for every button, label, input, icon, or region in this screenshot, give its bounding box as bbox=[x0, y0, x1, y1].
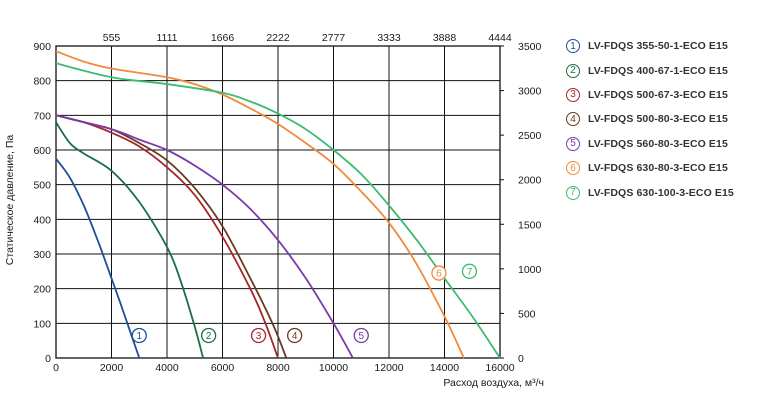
y-tick-label: 800 bbox=[33, 76, 51, 88]
legend-item: 1 LV-FDQS 355-50-1-ECO E15 bbox=[566, 34, 734, 58]
legend-item: 5 LV-FDQS 560-80-3-ECO E15 bbox=[566, 132, 734, 156]
curve-marker-circle bbox=[431, 265, 447, 281]
curve-marker-circle bbox=[131, 327, 147, 344]
tick-labels: 0 2000 4000 6000 8000 10000 12000 14000 16000010… bbox=[33, 32, 541, 374]
right-tick-label: 1500 bbox=[518, 219, 542, 231]
x-tick-label: 4000 bbox=[155, 362, 179, 374]
x-axis-label: Расход воздуха, м³/ч bbox=[443, 377, 544, 389]
top-tick-label: 4444 bbox=[488, 32, 512, 44]
x-tick-label: 0 bbox=[53, 362, 59, 374]
curve-marker-circle bbox=[461, 263, 478, 279]
legend-item: 4 LV-FDQS 500-80-3-ECO E15 bbox=[566, 107, 734, 131]
curve-marker-circle bbox=[353, 327, 369, 344]
y-tick-label: 100 bbox=[33, 318, 51, 330]
series-line-6 bbox=[55, 50, 465, 359]
right-tick-label: 3500 bbox=[518, 41, 542, 53]
legend-marker: 2 bbox=[566, 63, 580, 78]
top-tick-label: 555 bbox=[103, 32, 121, 44]
y-tick-label: 500 bbox=[33, 180, 51, 192]
legend-label: LV-FDQS 500-80-3-ECO E15 bbox=[588, 113, 728, 126]
legend-label: LV-FDQS 560-80-3-ECO E15 bbox=[588, 137, 728, 150]
x-tick-label: 14000 bbox=[430, 362, 459, 374]
legend-item: 3 LV-FDQS 500-67-3-ECO E15 bbox=[566, 83, 734, 107]
x-tick-label: 6000 bbox=[211, 362, 235, 374]
legend-marker: 6 bbox=[566, 161, 580, 176]
y-tick-label: 0 bbox=[45, 353, 51, 365]
right-tick-label: 0 bbox=[518, 353, 524, 365]
right-tick-label: 2500 bbox=[518, 130, 542, 142]
right-tick-label: 1000 bbox=[518, 264, 542, 276]
legend-marker: 7 bbox=[566, 185, 580, 200]
curve-marker-label: 5 bbox=[358, 331, 364, 342]
y-tick-label: 200 bbox=[33, 284, 51, 296]
legend-label: LV-FDQS 500-67-3-ECO E15 bbox=[588, 88, 728, 101]
x-tick-label: 10000 bbox=[319, 362, 348, 374]
right-tick-label: 500 bbox=[518, 308, 536, 320]
curves bbox=[55, 50, 501, 359]
legend: 1 LV-FDQS 355-50-1-ECO E15 2 LV-FDQS 400-67… bbox=[566, 34, 734, 205]
curve-markers: 1 2 3 4 5 6 7 bbox=[131, 263, 478, 344]
curve-marker-label: 1 bbox=[136, 331, 142, 342]
curve-marker-label: 6 bbox=[436, 269, 442, 280]
y-axis-label: Статическое давление, Па bbox=[4, 135, 16, 266]
x-tick-label: 16000 bbox=[485, 362, 514, 374]
legend-marker: 3 bbox=[566, 87, 580, 102]
series-line-5 bbox=[55, 114, 354, 359]
top-tick-label: 2777 bbox=[322, 32, 346, 44]
curve-marker-label: 3 bbox=[256, 331, 262, 342]
y-tick-label: 900 bbox=[33, 41, 51, 53]
x-tick-label: 8000 bbox=[266, 362, 290, 374]
top-tick-label: 2222 bbox=[266, 32, 290, 44]
series-line-2 bbox=[55, 121, 204, 359]
curve-marker-circle bbox=[286, 327, 303, 344]
series-line-3 bbox=[55, 114, 279, 359]
legend-label: LV-FDQS 630-100-3-ECO E15 bbox=[588, 186, 734, 199]
y-tick-label: 400 bbox=[33, 214, 51, 226]
legend-label: LV-FDQS 400-67-1-ECO E15 bbox=[588, 64, 728, 77]
right-tick-label: 3000 bbox=[518, 86, 542, 98]
y-tick-label: 600 bbox=[33, 145, 51, 157]
series-line-1 bbox=[55, 158, 141, 359]
x-tick-label: 12000 bbox=[374, 362, 403, 374]
curve-marker-circle bbox=[200, 327, 217, 344]
y-tick-label: 700 bbox=[33, 110, 51, 122]
legend-marker: 4 bbox=[566, 112, 580, 127]
x-tick-label: 2000 bbox=[100, 362, 124, 374]
top-tick-label: 1111 bbox=[156, 32, 177, 44]
legend-marker: 5 bbox=[566, 136, 580, 151]
legend-label: LV-FDQS 355-50-1-ECO E15 bbox=[588, 40, 728, 53]
right-tick-label: 2000 bbox=[518, 175, 542, 187]
legend-item: 6 LV-FDQS 630-80-3-ECO E15 bbox=[566, 156, 734, 180]
legend-item: 7 LV-FDQS 630-100-3-ECO E15 bbox=[566, 180, 734, 204]
curve-marker-circle bbox=[250, 327, 267, 344]
top-tick-label: 3888 bbox=[433, 32, 457, 44]
legend-label: LV-FDQS 630-80-3-ECO E15 bbox=[588, 162, 728, 175]
curve-marker-label: 2 bbox=[206, 331, 212, 342]
curve-marker-label: 7 bbox=[467, 267, 473, 278]
legend-item: 2 LV-FDQS 400-67-1-ECO E15 bbox=[566, 58, 734, 82]
top-tick-label: 3333 bbox=[377, 32, 401, 44]
top-tick-label: 1666 bbox=[211, 32, 235, 44]
y-tick-label: 300 bbox=[33, 249, 51, 261]
grid bbox=[55, 45, 501, 359]
curve-marker-label: 4 bbox=[292, 331, 298, 342]
legend-marker: 1 bbox=[566, 39, 580, 54]
